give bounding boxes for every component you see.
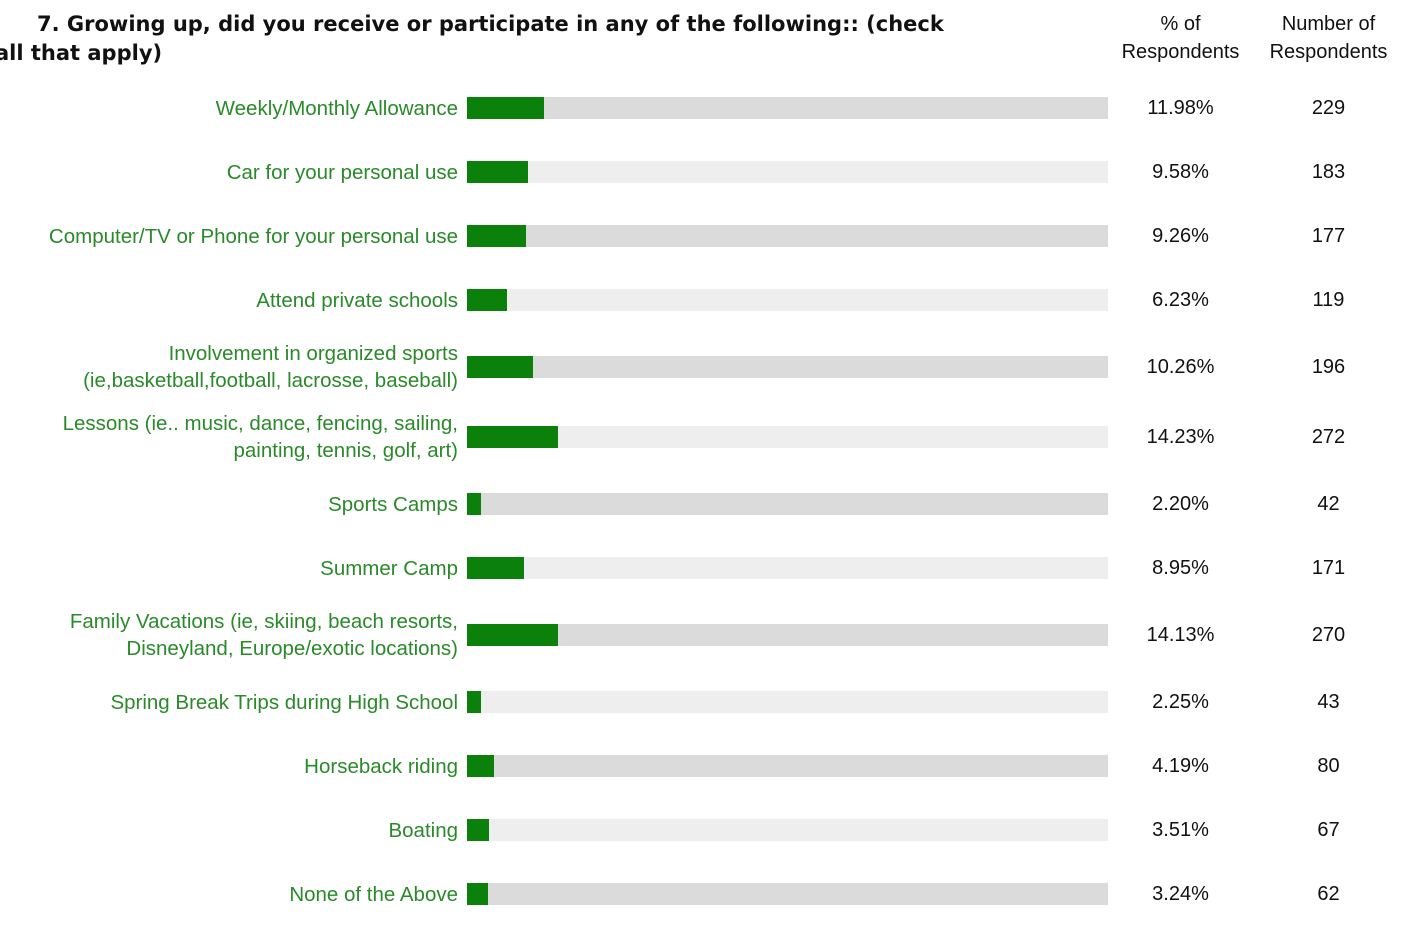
bar (467, 356, 533, 378)
row: None of the Above 3.24% 62 (0, 862, 1412, 926)
value-label: 11.98% (1147, 96, 1214, 119)
bar (467, 819, 490, 841)
bar-track (467, 356, 1108, 378)
value-label: 9.58% (1152, 160, 1209, 183)
count-label: 196 (1311, 355, 1346, 378)
count-label: 177 (1311, 224, 1346, 247)
bar (467, 97, 544, 119)
value-label: 14.13% (1146, 623, 1215, 646)
count-label: 272 (1311, 425, 1346, 448)
category-label: None of the Above (289, 882, 458, 906)
bar-track (467, 426, 1108, 448)
count-label: 67 (1317, 818, 1340, 841)
bar (467, 161, 529, 183)
bar-track (467, 557, 1108, 579)
value-label: 14.23% (1146, 425, 1215, 448)
bar (467, 883, 488, 905)
bar-track (467, 97, 1108, 119)
count-label: 80 (1317, 754, 1340, 777)
count-label: 62 (1317, 882, 1340, 905)
row: Horseback riding 4.19% 80 (0, 734, 1412, 798)
count-label: 119 (1312, 288, 1345, 311)
bar-track (467, 289, 1108, 311)
bar-track (467, 883, 1108, 905)
category-label: Boating (388, 818, 458, 842)
bar (467, 289, 507, 311)
value-label: 4.19% (1152, 754, 1209, 777)
bar (467, 691, 482, 713)
bar-track (467, 493, 1108, 515)
row: Summer Camp 8.95% 171 (0, 536, 1412, 600)
category-label: Sports Camps (328, 492, 458, 516)
count-label: 183 (1311, 160, 1346, 183)
bar (467, 493, 482, 515)
bar (467, 624, 558, 646)
category-label: Summer Camp (320, 556, 458, 580)
count-label: 42 (1317, 492, 1340, 515)
category-label: Weekly/Monthly Allowance (215, 96, 458, 120)
row: Computer/TV or Phone for your personal u… (0, 204, 1412, 268)
category-label: Family Vacations (ie, skiing, beach reso… (69, 610, 458, 660)
count-label: 229 (1311, 96, 1346, 119)
value-label: 2.25% (1152, 690, 1209, 713)
category-label: Horseback riding (304, 754, 458, 778)
row: Car for your personal use 9.58% 183 (0, 140, 1412, 204)
bar-track (467, 161, 1108, 183)
row: Boating 3.51% 67 (0, 798, 1412, 862)
value-label: 3.24% (1152, 882, 1209, 905)
value-label: 6.23% (1152, 288, 1209, 311)
row: Sports Camps 2.20% 42 (0, 472, 1412, 536)
column-header: Number of Respondents (1269, 13, 1388, 63)
value-label: 2.20% (1152, 492, 1209, 515)
row: Weekly/Monthly Allowance 11.98% 229 (0, 76, 1412, 140)
bar-track (467, 624, 1108, 646)
bar (467, 426, 559, 448)
category-label: Attend private schools (256, 288, 458, 312)
row: Attend private schools 6.23% 119 (0, 268, 1412, 332)
category-label: Lessons (ie.. music, dance, fencing, sai… (62, 412, 458, 462)
bar-track (467, 225, 1108, 247)
count-label: 43 (1317, 690, 1340, 713)
category-label: Spring Break Trips during High School (110, 690, 458, 714)
value-label: 10.26% (1146, 355, 1215, 378)
category-label: Involvement in organized sports (ie,bask… (83, 342, 458, 392)
bar (467, 755, 494, 777)
chart-title: 7. Growing up, did you receive or partic… (0, 12, 944, 65)
category-label: Car for your personal use (226, 160, 458, 184)
value-label: 3.51% (1152, 818, 1209, 841)
bar (467, 557, 525, 579)
row: Spring Break Trips during High School 2.2… (0, 670, 1412, 734)
bar-track (467, 819, 1108, 841)
count-label: 270 (1311, 623, 1346, 646)
column-header: % of Respondents (1121, 13, 1240, 63)
bar-track (467, 755, 1108, 777)
value-label: 8.95% (1152, 556, 1209, 579)
row: Involvement in organized sports (ie,bask… (0, 332, 1412, 402)
category-label: Computer/TV or Phone for your personal u… (48, 224, 458, 248)
value-label: 9.26% (1152, 224, 1209, 247)
row: Lessons (ie.. music, dance, fencing, sai… (0, 402, 1412, 472)
bar-track (467, 691, 1108, 713)
bar (467, 225, 527, 247)
rows: Weekly/Monthly Allowance 11.98% 229 Car for… (0, 76, 1412, 926)
count-label: 171 (1311, 556, 1346, 579)
row: Family Vacations (ie, skiing, beach reso… (0, 600, 1412, 670)
